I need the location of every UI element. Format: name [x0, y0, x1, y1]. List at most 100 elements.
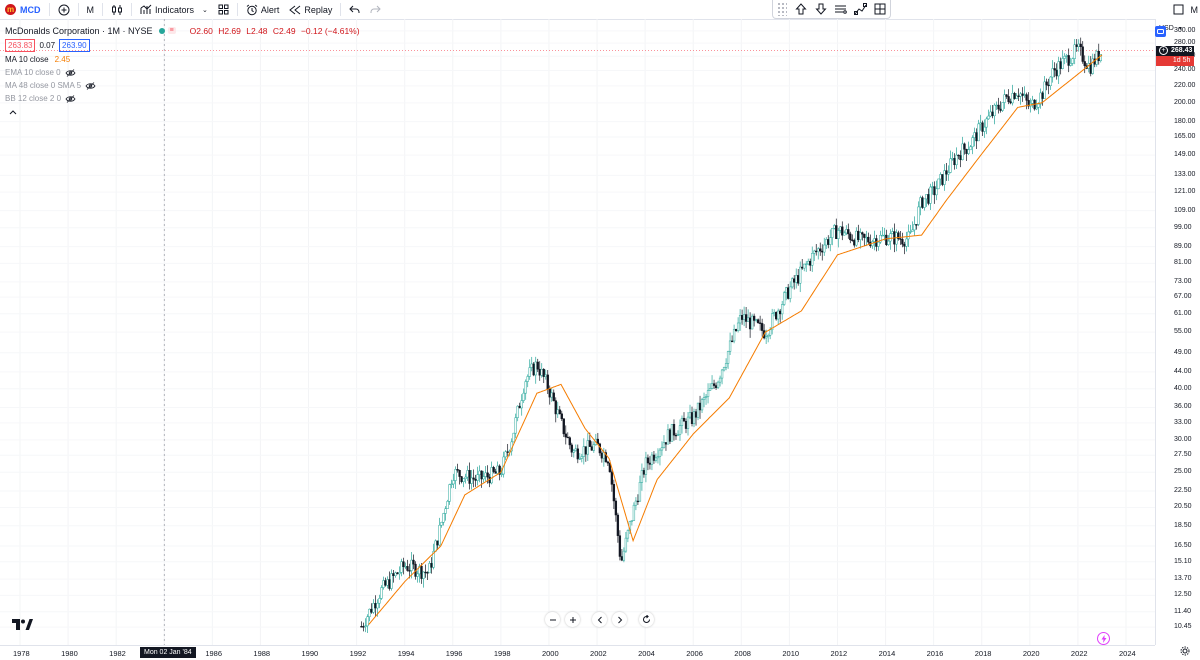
replay-button[interactable]: Replay [284, 0, 337, 19]
price-axis[interactable]: USD ▾ 300.00280.00260.00240.00220.00200.… [1155, 19, 1200, 645]
candle-body [549, 389, 551, 397]
price-tick-label: 49.00 [1174, 349, 1192, 356]
redo-button[interactable] [365, 0, 386, 19]
right-panel-button[interactable]: M [1189, 0, 1200, 19]
candle-body [631, 520, 633, 521]
candle-body [389, 580, 391, 589]
scroll-left-button[interactable] [592, 612, 607, 627]
indicator-row[interactable]: MA 48 close 0 SMA 5 [5, 79, 363, 92]
candle-body [984, 127, 986, 131]
candle-body [627, 530, 629, 538]
chart-settings-toggle[interactable] [1155, 26, 1166, 37]
interval-label: M [87, 5, 95, 15]
candle-body [697, 403, 699, 417]
drag-handle[interactable] [777, 2, 787, 16]
time-tick-label: 1994 [398, 649, 415, 658]
candle-body [964, 144, 966, 149]
candle-body [471, 478, 473, 484]
crosshair-time-text: Mon 02 Jan '84 [144, 649, 192, 656]
trend-tool[interactable] [850, 1, 870, 17]
candle-body [381, 588, 383, 599]
candle-body [1014, 93, 1016, 98]
hidden-eye-icon[interactable] [65, 95, 76, 103]
toolbar-divider [78, 3, 79, 16]
fullscreen-button[interactable] [1168, 0, 1189, 19]
candle-body [371, 609, 373, 612]
scroll-right-button[interactable] [612, 612, 627, 627]
bid-price[interactable]: 263.83 [5, 39, 35, 52]
candle-body [950, 159, 952, 173]
candle-body [920, 198, 922, 207]
chevron-down-icon[interactable]: ⌄ [202, 6, 208, 14]
candle-body [974, 133, 976, 138]
compare-button[interactable] [53, 0, 75, 19]
indicator-label: MA 10 close [5, 55, 49, 64]
time-tick-label: 2024 [1119, 649, 1136, 658]
candle-body [881, 235, 883, 236]
candle-body [1052, 68, 1054, 77]
redo-icon [370, 5, 381, 14]
candle-body [1062, 58, 1064, 68]
reset-chart-button[interactable] [639, 612, 654, 627]
hidden-eye-icon[interactable] [65, 69, 76, 77]
collapse-legend-button[interactable] [9, 105, 363, 118]
symbol-label: MCD [20, 5, 41, 15]
candle-body [451, 484, 453, 485]
hidden-eye-icon[interactable] [85, 82, 96, 90]
alert-button[interactable]: Alert [241, 0, 285, 19]
candle-body [703, 397, 705, 399]
candle-body [369, 609, 371, 617]
time-axis[interactable]: 1978198019821984198619881990199219941996… [0, 645, 1155, 660]
candle-body [1006, 95, 1008, 97]
axis-settings-button[interactable] [1180, 646, 1190, 658]
candle-body [667, 430, 669, 444]
candle-body [539, 369, 541, 375]
symbol-button[interactable]: m MCD [0, 0, 46, 19]
zoom-in-button[interactable] [565, 612, 580, 627]
candle-body [891, 232, 893, 234]
candle-body [655, 458, 657, 461]
chart-type-button[interactable] [106, 0, 128, 19]
candle-body [685, 421, 687, 428]
candle-body [976, 133, 978, 141]
candle-body [831, 228, 833, 237]
plus-badge-icon[interactable]: + [1159, 46, 1168, 55]
candle-body [395, 573, 397, 576]
arrow-up-tool[interactable] [791, 1, 811, 17]
indicator-row[interactable]: BB 12 close 2 0 [5, 92, 363, 105]
candle-body [485, 473, 487, 477]
candle-body [391, 574, 393, 589]
tradingview-logo[interactable] [11, 616, 33, 634]
candle-body [617, 515, 619, 536]
candle-body [673, 424, 675, 435]
undo-button[interactable] [344, 0, 365, 19]
candle-body [825, 239, 827, 245]
candle-body [809, 261, 811, 265]
measure-tool[interactable] [870, 1, 890, 17]
indicator-row[interactable]: EMA 10 close 0 [5, 66, 363, 79]
arrow-up-icon [795, 3, 807, 15]
close-value: C2.49 [273, 26, 296, 36]
time-tick-label: 1992 [350, 649, 367, 658]
interval-button[interactable]: M [82, 0, 100, 19]
candle-body [397, 573, 399, 574]
candle-body [883, 235, 885, 236]
change-value: −0.12 (−4.61%) [301, 26, 360, 36]
lines-tool[interactable] [831, 1, 851, 17]
indicators-button[interactable]: Indicators ⌄ [135, 0, 213, 19]
candle-body [507, 452, 509, 453]
candle-body [916, 224, 918, 225]
candle-body [531, 364, 533, 368]
ask-price[interactable]: 263.90 [59, 39, 89, 52]
candle-body [651, 455, 653, 464]
price-tick-label: 11.40 [1174, 608, 1191, 615]
arrow-down-tool[interactable] [811, 1, 831, 17]
zoom-out-button[interactable] [545, 612, 560, 627]
symbol-title[interactable]: McDonalds Corporation · 1M · NYSE [5, 26, 153, 36]
events-button[interactable] [1097, 632, 1110, 645]
candle-body [645, 458, 647, 474]
layouts-button[interactable] [213, 0, 234, 19]
candle-body [767, 335, 769, 336]
candle-body [811, 253, 813, 265]
